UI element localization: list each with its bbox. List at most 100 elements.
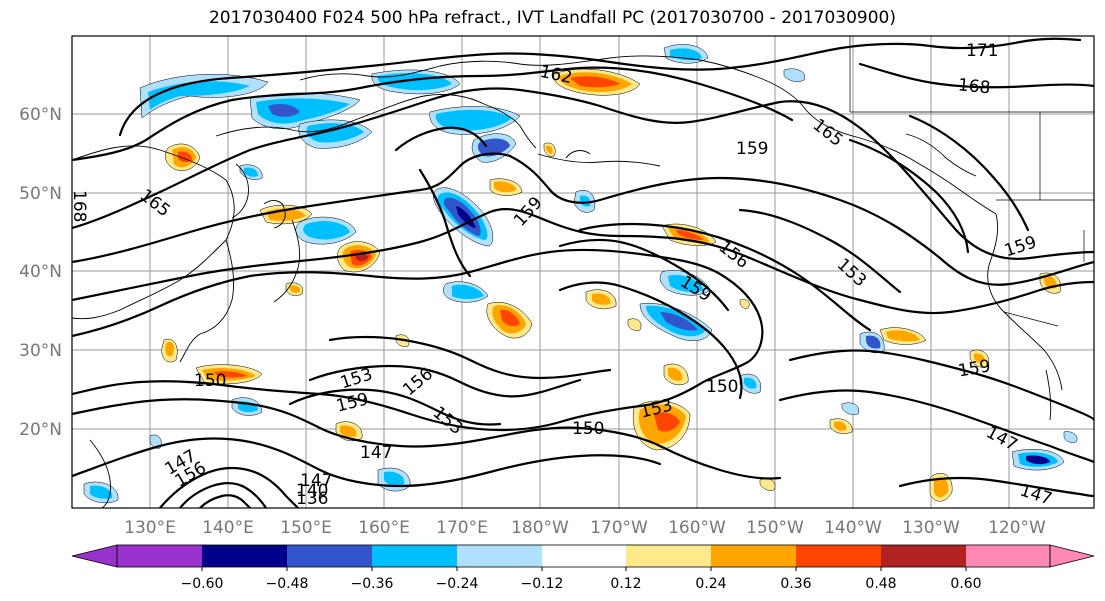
pos-region [739,299,750,309]
neg-region [1026,455,1050,465]
colorbar-tick-label: 0.12 [610,576,641,592]
latitude-labels: 60°N 50°N 40°N 30°N 20°N [19,105,62,440]
colorbar-segment [457,545,542,567]
pos-region [165,341,175,357]
contour-label: 159 [736,139,768,159]
neg-region [841,402,860,415]
contour-label: 168 [957,75,991,98]
pos-region [546,145,553,154]
pos-region [834,421,847,431]
colorbar-segment [881,545,966,567]
colorbar-tick-label: −0.24 [436,576,479,592]
pos-region [886,330,920,342]
colorbar-tick-label: 0.24 [695,576,726,592]
colorbar-segment [372,545,457,567]
contour-label: 153 [833,255,870,292]
colorbar: −0.60 −0.48 −0.36 −0.24 −0.12 0.12 0.24 … [71,544,1095,592]
map-content: 171 168 162 165 165 159 168 159 156 153 … [72,36,1094,509]
pos-region [340,425,357,437]
pos-region [934,477,949,498]
colorbar-tick-label: 0.48 [865,576,896,592]
neg-region [660,312,698,331]
lon-label-160e: 160°E [358,518,410,538]
lat-label-60n: 60°N [19,105,62,125]
lat-label-20n: 20°N [19,420,62,440]
pos-region [592,293,611,305]
pos-region [654,412,680,432]
pos-region [676,230,704,240]
lon-label-140w: 140°W [824,518,882,538]
neg-region [456,206,476,228]
neg-region [268,104,300,117]
pos-region [1044,275,1057,289]
colorbar-segment [966,545,1050,567]
colorbar-extend-high [1049,544,1095,568]
pos-region [570,76,620,88]
colorbar-extend-low [71,544,118,568]
colorbar-tick-label: 0.60 [950,576,981,592]
contour-label: 156 [715,237,753,273]
pos-region [974,353,985,363]
contour-label: 150 [194,371,226,391]
neg-region [783,68,806,82]
neg-region [1063,431,1078,443]
pos-region [356,253,368,261]
contour-label: 147 [1017,480,1054,509]
neg-region [668,274,704,293]
lon-label-130e: 130°E [124,518,176,538]
colorbar-frame [116,544,1051,568]
neg-region [90,485,113,499]
lon-label-170e: 170°E [436,518,488,538]
pos-region [500,309,520,327]
contour-label: 147 [300,471,332,491]
colorbar-segment [117,545,202,567]
contour-label: 165 [809,115,847,151]
pos-region [214,371,248,378]
neg-region [384,471,405,487]
colorbar-tick-label: 0.36 [780,576,811,592]
lon-label-170w: 170°W [590,518,648,538]
lon-label-160w: 160°W [668,518,726,538]
neg-region [149,434,162,449]
colorbar-segment [626,545,711,567]
longitude-labels: 130°E 140°E 150°E 160°E 170°E 180°W 170°… [124,518,1046,538]
colorbar-segment [287,545,372,567]
neg-region [866,335,881,349]
lat-label-40n: 40°N [19,262,62,282]
colorbar-segment [202,545,287,567]
contour-label: 150 [572,419,604,439]
contour-label: 140 [296,481,328,501]
neg-region [244,167,258,177]
lon-label-150w: 150°W [746,518,804,538]
contour-label: 159 [334,389,370,416]
colorbar-segment [542,545,626,567]
contour-label: 150 [706,377,738,397]
neg-region [744,377,757,389]
neg-region [477,138,510,157]
contour-label: 147 [983,423,1021,456]
neg-region [435,109,512,131]
contour-label: 156 [399,364,437,400]
neg-region [303,221,350,240]
lat-label-50n: 50°N [19,184,62,204]
pos-region [290,285,301,293]
lon-label-150e: 150°E [280,518,332,538]
colorbar-tick-label: −0.36 [351,576,394,592]
pos-region [668,367,683,381]
positive-pc-regions [161,68,1062,502]
colorbar-ticks [201,567,967,571]
colorbar-segment [796,545,881,567]
map-title: 2017030400 F024 500 hPa refract., IVT La… [208,8,896,28]
contour-label: 159 [510,193,547,230]
colorbar-tick-label: −0.60 [181,576,224,592]
lon-label-130w: 130°W [902,518,960,538]
contour-label: 162 [538,62,574,88]
pos-region [178,151,192,163]
pos-region [759,478,776,491]
colorbar-segment [711,545,796,567]
map-frame [71,35,1095,509]
lon-label-180w: 180°W [511,518,569,538]
coastlines [72,55,1063,508]
neg-region [452,284,484,299]
